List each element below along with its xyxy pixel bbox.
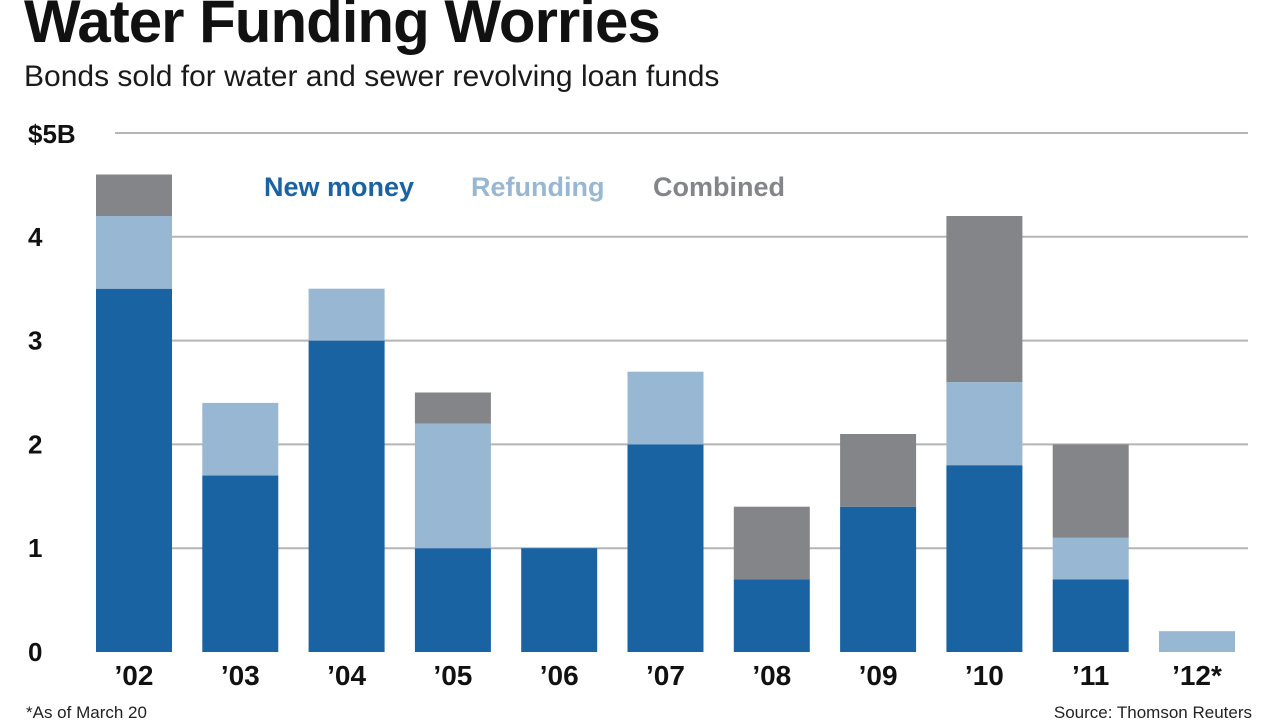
bar-segment-refunding bbox=[96, 216, 172, 289]
bars bbox=[96, 174, 1235, 652]
x-tick-label: ’02 bbox=[115, 660, 154, 691]
bar-segment-combined bbox=[840, 434, 917, 507]
bar-segment-new-money bbox=[733, 579, 810, 652]
bar-segment-combined bbox=[733, 506, 810, 580]
source-credit: Source: Thomson Reuters bbox=[1053, 703, 1252, 722]
bar-segment-refunding bbox=[1159, 631, 1235, 652]
x-tick-label: ’11 bbox=[1072, 660, 1109, 691]
bar-segment-refunding bbox=[627, 371, 704, 445]
bar-segment-new-money bbox=[627, 444, 704, 652]
bar-segment-refunding bbox=[1052, 537, 1129, 580]
bar-segment-combined bbox=[96, 174, 172, 216]
x-tick-label: ’10 bbox=[965, 660, 1004, 691]
y-tick-label: $5B bbox=[28, 119, 76, 149]
chart-subtitle: Bonds sold for water and sewer revolving… bbox=[24, 60, 720, 93]
legend-item-refunding: Refunding bbox=[471, 172, 604, 202]
bar-segment-combined bbox=[946, 216, 1023, 383]
x-tick-label: ’05 bbox=[433, 660, 472, 691]
bar-segment-refunding bbox=[946, 382, 1023, 466]
bar-segment-new-money bbox=[308, 340, 385, 652]
y-tick-label: 3 bbox=[28, 326, 42, 356]
bar-segment-refunding bbox=[308, 288, 385, 341]
bar-segment-new-money bbox=[946, 465, 1023, 652]
bar-segment-new-money bbox=[521, 548, 598, 652]
legend-item-combined: Combined bbox=[653, 172, 785, 202]
legend: New money Refunding Combined bbox=[264, 172, 785, 202]
footnote: *As of March 20 bbox=[26, 703, 147, 722]
legend-item-new-money: New money bbox=[264, 172, 414, 202]
bar-segment-new-money bbox=[202, 475, 279, 652]
x-tick-label: ’07 bbox=[646, 660, 685, 691]
chart-title: Water Funding Worries bbox=[24, 0, 661, 55]
bar-segment-new-money bbox=[96, 288, 172, 652]
x-tick-label: ’06 bbox=[540, 660, 579, 691]
bar-segment-refunding bbox=[202, 402, 279, 476]
y-axis-ticks: 0 1 2 3 4 $5B bbox=[28, 119, 76, 667]
x-tick-label: ’04 bbox=[327, 660, 366, 691]
bar-segment-combined bbox=[1052, 444, 1129, 538]
bar-segment-new-money bbox=[1052, 579, 1129, 652]
bar-segment-combined bbox=[414, 392, 491, 424]
y-tick-label: 1 bbox=[28, 533, 42, 563]
y-tick-label: 2 bbox=[28, 429, 42, 459]
y-tick-label: 0 bbox=[28, 637, 42, 667]
bar-segment-refunding bbox=[414, 423, 491, 549]
x-tick-label: ’03 bbox=[221, 660, 260, 691]
y-tick-label: 4 bbox=[28, 222, 43, 252]
bar-segment-new-money bbox=[840, 506, 917, 652]
x-tick-label: ’08 bbox=[752, 660, 791, 691]
bar-segment-new-money bbox=[414, 548, 491, 652]
x-axis-ticks: ’02 ’03 ’04 ’05 ’06 ’07 ’08 ’09 ’10 ’11 ’12* bbox=[115, 660, 1222, 691]
x-tick-label: ’12* bbox=[1172, 660, 1222, 691]
x-tick-label: ’09 bbox=[859, 660, 898, 691]
